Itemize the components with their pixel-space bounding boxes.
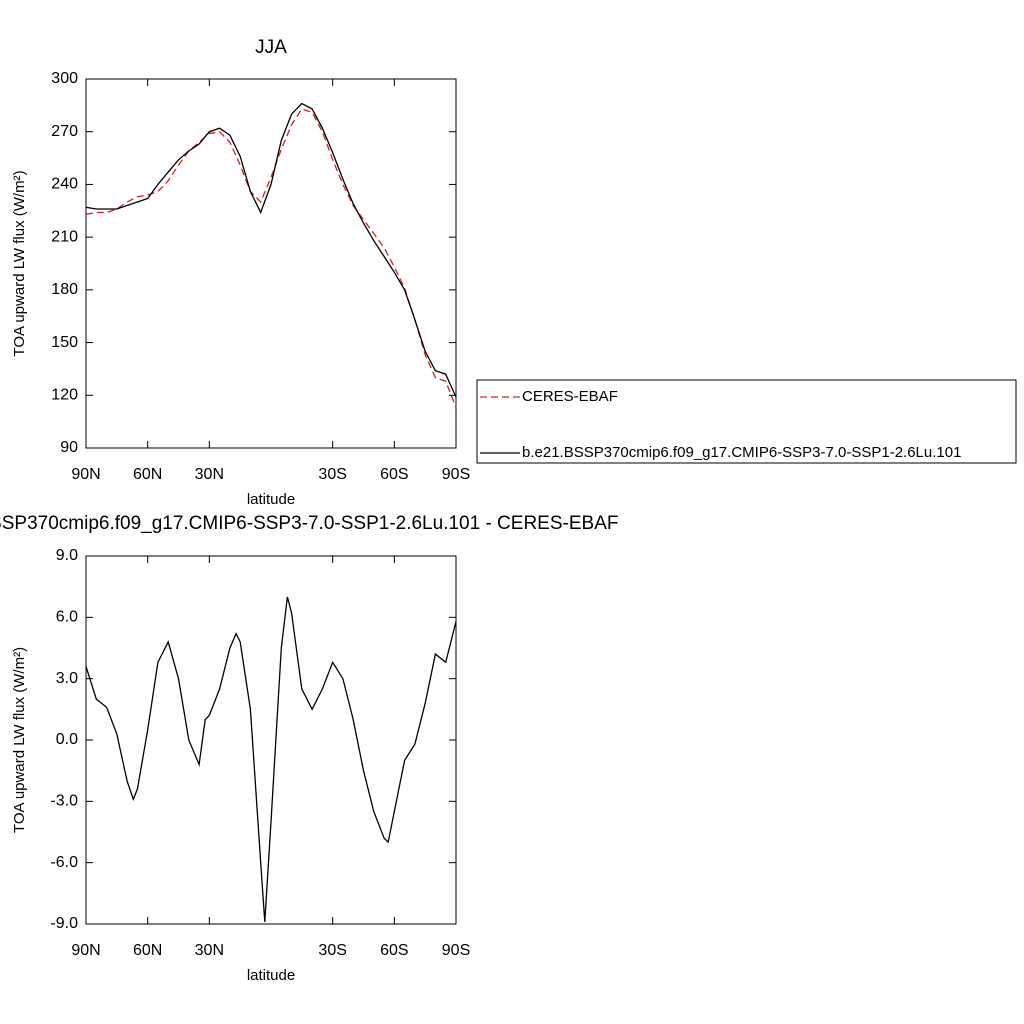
y-tick-label: 9.0	[56, 547, 78, 564]
x-tick-label: 60N	[133, 466, 162, 483]
x-tick-label: 90N	[71, 942, 100, 959]
legend-label: CERES-EBAF	[522, 388, 618, 405]
data-line	[85, 102, 457, 398]
data-line	[85, 108, 457, 408]
y-axis-label: TOA upward LW flux (W/m²)	[11, 647, 28, 833]
y-tick-label: 300	[51, 70, 78, 87]
x-tick-label: 90S	[442, 466, 470, 483]
x-tick-label: 30N	[195, 942, 224, 959]
y-tick-label: -9.0	[50, 915, 78, 932]
chart-title: JJA	[255, 37, 287, 58]
y-tick-label: 240	[51, 176, 78, 193]
x-tick-label: 60S	[380, 466, 408, 483]
x-axis-label: latitude	[247, 967, 295, 984]
y-tick-label: 120	[51, 387, 78, 404]
x-tick-label: 60S	[380, 942, 408, 959]
y-tick-label: 150	[51, 334, 78, 351]
y-tick-label: 210	[51, 228, 78, 245]
chart-title: b.e21.BSSP370cmip6.f09_g17.CMIP6-SSP3-7.…	[0, 513, 618, 534]
y-axis-label: TOA upward LW flux (W/m²)	[11, 170, 28, 356]
x-tick-label: 30S	[318, 466, 346, 483]
x-tick-label: 30N	[195, 466, 224, 483]
legend-box	[476, 379, 1017, 464]
y-tick-label: 270	[51, 123, 78, 140]
y-tick-label: 90	[60, 439, 78, 456]
y-tick-label: 180	[51, 281, 78, 298]
x-tick-label: 60N	[133, 942, 162, 959]
y-tick-label: 0.0	[56, 731, 78, 748]
y-tick-label: -3.0	[50, 793, 78, 810]
plot-frame	[85, 555, 457, 925]
plot-frame	[85, 78, 457, 449]
x-axis-label: latitude	[247, 491, 295, 508]
x-tick-label: 90N	[71, 466, 100, 483]
x-tick-label: 90S	[442, 942, 470, 959]
x-tick-label: 30S	[318, 942, 346, 959]
y-tick-label: 3.0	[56, 670, 78, 687]
y-tick-label: 6.0	[56, 609, 78, 626]
legend-label: b.e21.BSSP370cmip6.f09_g17.CMIP6-SSP3-7.…	[522, 444, 961, 461]
data-line	[85, 596, 457, 923]
y-tick-label: -6.0	[50, 854, 78, 871]
